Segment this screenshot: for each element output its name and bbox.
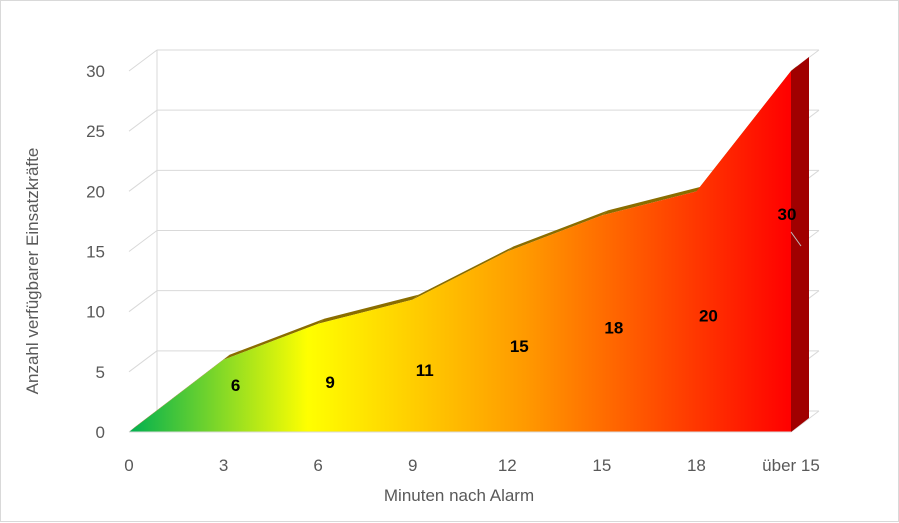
y-axis-title: Anzahl verfügbarer Einsatzkräfte	[23, 148, 42, 395]
area-top-face	[412, 246, 514, 300]
gridline-depth	[128, 109, 158, 132]
y-axis-ticks: 0 5 10 15 20 25 30	[86, 62, 105, 442]
x-tick-label: 18	[687, 456, 706, 475]
data-label: 9	[325, 373, 334, 392]
x-tick-label: 9	[408, 456, 417, 475]
gridline-depth	[128, 290, 158, 313]
gridline-depth	[128, 230, 158, 252]
x-tick-label: 15	[592, 456, 611, 475]
data-label: 15	[510, 337, 529, 356]
area-top-face	[318, 294, 419, 324]
area-top-face	[223, 318, 325, 360]
gridline-depth	[128, 169, 158, 192]
gridline-depth	[128, 350, 158, 373]
data-label: 6	[231, 376, 240, 395]
x-tick-label: 3	[219, 456, 228, 475]
x-tick-label: über 15	[762, 456, 820, 475]
data-labels: 6 9 11 15 18 20 30	[231, 205, 802, 395]
x-tick-label: 0	[124, 456, 133, 475]
area-front-face	[129, 71, 791, 432]
area-top-face	[507, 210, 608, 252]
data-label: 18	[604, 319, 623, 338]
area-top-face	[129, 354, 230, 432]
x-tick-label: 6	[313, 456, 322, 475]
y-tick-label: 10	[86, 303, 105, 322]
y-tick-label: 5	[96, 363, 105, 382]
data-label: 11	[416, 361, 434, 380]
y-tick-label: 30	[86, 62, 105, 81]
x-axis-ticks: 0 3 6 9 12 15 18 über 15	[124, 456, 820, 475]
gridline-depth-right	[790, 410, 820, 433]
area-series	[129, 57, 809, 433]
data-label: 20	[699, 307, 718, 326]
area-top-face	[601, 186, 703, 216]
x-axis-title: Minuten nach Alarm	[384, 486, 534, 505]
x-tick-label: 12	[498, 456, 517, 475]
y-tick-label: 25	[86, 122, 105, 141]
gridline-depth	[128, 49, 158, 72]
data-label: 30	[778, 205, 797, 224]
y-tick-label: 20	[86, 182, 105, 201]
leader-line	[790, 231, 802, 247]
y-tick-label: 15	[86, 243, 105, 262]
y-tick-label: 0	[96, 423, 105, 442]
